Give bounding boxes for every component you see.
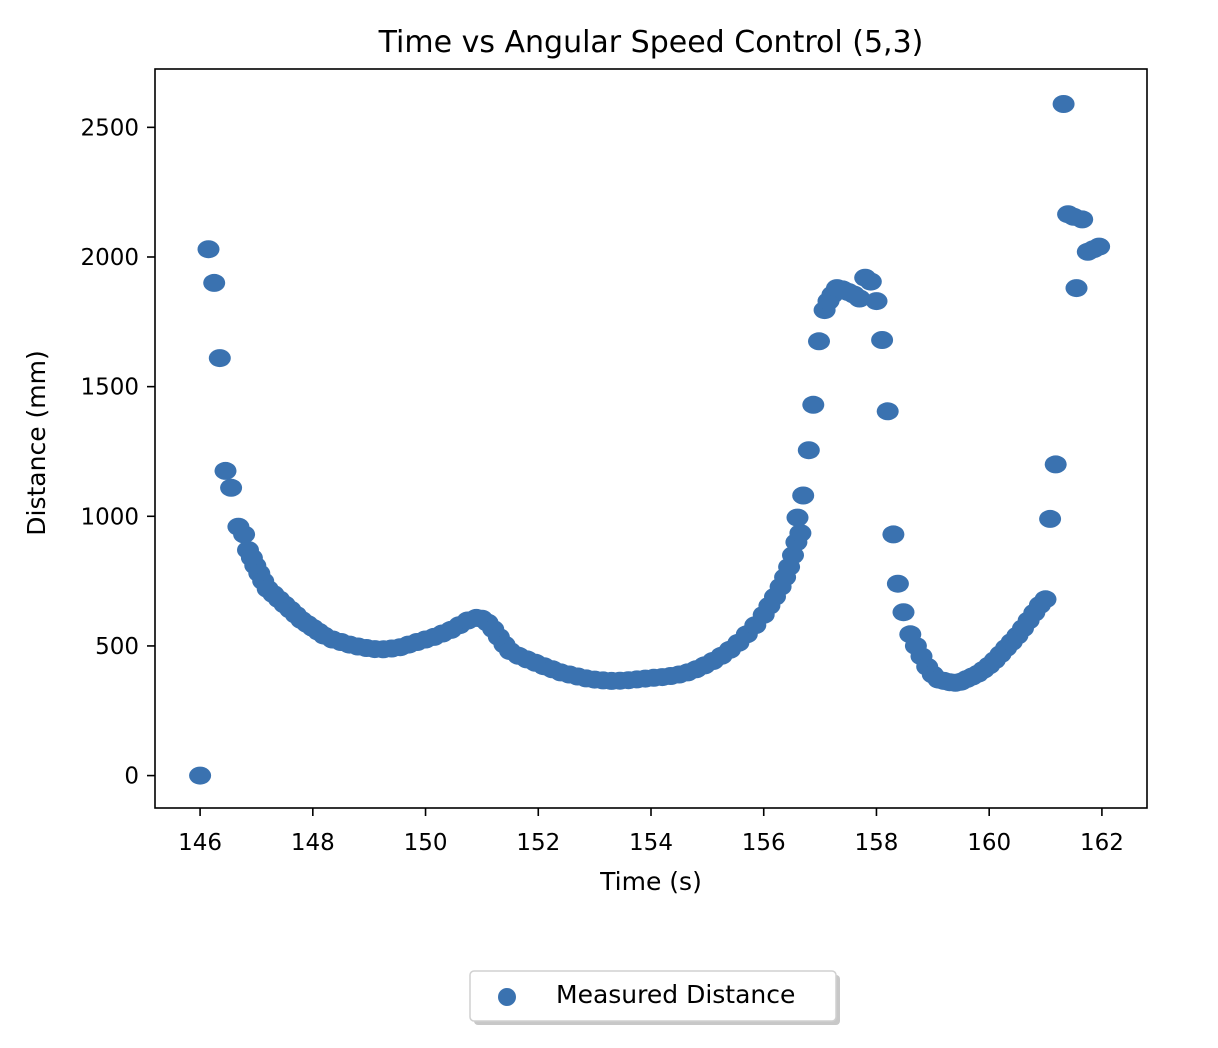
data-point [1034, 590, 1057, 609]
data-point [848, 289, 871, 308]
plot-frame [154, 68, 1148, 809]
x-tick-label: 146 [178, 830, 222, 856]
x-tick-label: 150 [404, 830, 448, 856]
data-point [792, 486, 815, 505]
data-point [789, 524, 812, 543]
y-axis-label: Distance (mm) [22, 350, 51, 535]
x-tick-label: 154 [629, 830, 673, 856]
y-tick-label: 500 [95, 634, 139, 660]
data-point [1039, 509, 1062, 528]
legend: Measured Distance [469, 970, 840, 1025]
data-point [886, 574, 909, 593]
legend-box [469, 970, 837, 1022]
y-tick-label: 2500 [80, 115, 139, 141]
data-point [220, 478, 243, 497]
data-point [1052, 95, 1075, 113]
data-point [208, 349, 231, 368]
data-point [797, 441, 820, 460]
data-point [1088, 237, 1111, 256]
data-point [233, 525, 256, 544]
data-point [203, 273, 226, 292]
data-point [871, 331, 894, 349]
x-tick-label: 152 [516, 830, 560, 856]
x-axis-label: Time (s) [599, 867, 702, 896]
data-point [1065, 279, 1088, 298]
data-point [808, 332, 830, 351]
x-tick-label: 158 [855, 830, 899, 856]
y-tick-label: 2000 [80, 245, 139, 271]
x-tick-label: 156 [742, 830, 786, 856]
y-axis-ticks: 0 500 1000 1500 2000 2500 [80, 115, 155, 790]
data-point [859, 272, 882, 291]
x-tick-label: 160 [967, 830, 1011, 856]
x-tick-label: 148 [291, 830, 335, 856]
x-axis-ticks: 146 148 150 152 154 156 158 160 162 [178, 808, 1124, 856]
legend-label: Measured Distance [556, 980, 795, 1009]
data-point [865, 292, 888, 311]
data-point [189, 766, 212, 785]
data-point [786, 508, 809, 527]
x-tick-label: 162 [1080, 830, 1124, 856]
legend-marker [498, 988, 516, 1006]
chart-title: Time vs Angular Speed Control (5,3) [378, 25, 924, 60]
data-point [876, 402, 899, 421]
y-tick-label: 0 [124, 764, 139, 790]
data-point [197, 240, 220, 259]
data-point [802, 395, 825, 414]
y-tick-label: 1000 [80, 504, 139, 530]
data-point [1071, 210, 1094, 229]
y-tick-label: 1500 [80, 375, 139, 401]
data-point [882, 525, 905, 544]
data-point [892, 603, 915, 622]
data-point [214, 461, 237, 480]
data-points [189, 95, 1111, 785]
data-point [1044, 455, 1067, 474]
